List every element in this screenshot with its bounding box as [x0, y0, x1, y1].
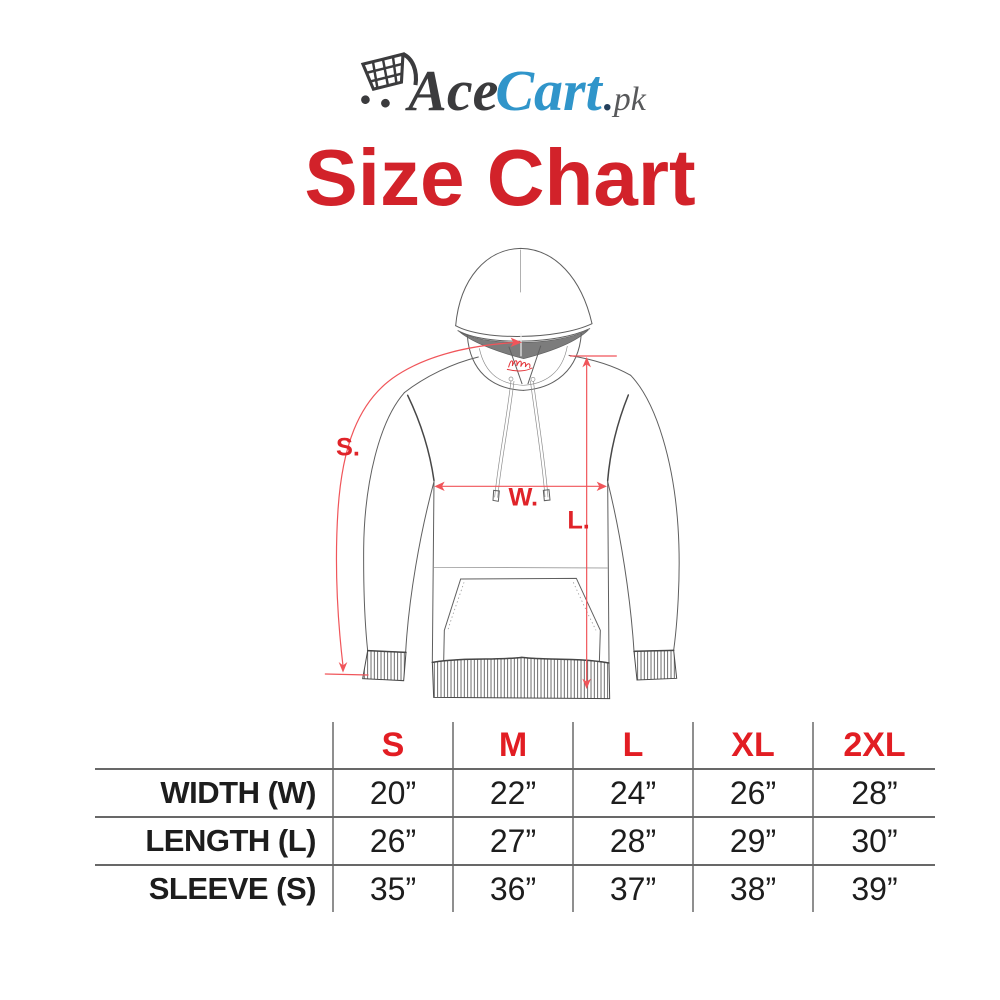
column-header-l: L — [572, 722, 693, 770]
width-m-cell: 22” — [452, 769, 573, 818]
hood — [455, 247, 593, 360]
sleeve-2xl-cell: 39” — [812, 865, 935, 912]
hoodie-body-outline — [363, 354, 680, 664]
drawstrings — [492, 380, 551, 502]
table-row-sleeve: SLEEVE (S) 35” 36” 37” 38” 39” — [95, 865, 935, 912]
sleeve-measure-label: S. — [336, 434, 360, 462]
width-l-cell: 24” — [572, 769, 693, 818]
length-m-cell: 27” — [452, 817, 573, 866]
sleeve-xl-cell: 38” — [692, 865, 813, 912]
brand-logo: Ace Cart. pk — [0, 40, 1000, 120]
row-label-length: LENGTH (L) — [95, 817, 333, 866]
length-measure-label: L. — [567, 506, 590, 534]
brand-wordmark: Ace Cart. pk — [408, 62, 646, 120]
table-row-width: WIDTH (W) 20” 22” 24” 26” 28” — [95, 769, 935, 818]
column-header-s: S — [332, 722, 453, 770]
column-header-xl: XL — [692, 722, 813, 770]
table-row-length: LENGTH (L) 26” 27” 28” 29” 30” — [95, 817, 935, 866]
sleeve-m-cell: 36” — [452, 865, 573, 912]
width-s-cell: 20” — [332, 769, 453, 818]
brand-name-cart: Cart — [495, 58, 602, 123]
shopping-cart-icon — [360, 52, 419, 108]
length-s-cell: 26” — [332, 817, 453, 866]
size-table: S M L XL 2XL WIDTH (W) 20” 22” 24” 26” 2… — [95, 722, 935, 912]
length-l-cell: 28” — [572, 817, 693, 866]
width-xl-cell: 26” — [692, 769, 813, 818]
brand-dot: . — [603, 74, 614, 119]
length-2xl-cell: 30” — [812, 817, 935, 866]
size-table-header-row: S M L XL 2XL — [95, 722, 935, 770]
sleeve-l-cell: 37” — [572, 865, 693, 912]
width-measure-label: W. — [509, 484, 539, 512]
ribbed-hem-and-cuffs — [362, 649, 678, 700]
row-label-sleeve: SLEEVE (S) — [148, 871, 317, 906]
collar-script-mark — [506, 360, 533, 372]
column-header-2xl: 2XL — [812, 722, 935, 770]
sleeve-s-cell: 35” — [332, 865, 453, 912]
brand-name-ace: Ace — [408, 58, 499, 123]
corner-cell — [95, 722, 333, 770]
page-title: Size Chart — [304, 133, 696, 222]
row-label-width: WIDTH (W) — [95, 769, 333, 818]
kangaroo-pocket — [443, 577, 601, 664]
brand-tld: pk — [613, 81, 646, 118]
length-measurement-line: L. — [567, 355, 617, 689]
width-2xl-cell: 28” — [812, 769, 935, 818]
hoodie-measurement-diagram: S. W. L. — [324, 247, 680, 700]
width-measurement-line: W. — [434, 481, 607, 512]
length-xl-cell: 29” — [692, 817, 813, 866]
sleeve-measurement-line: S. — [324, 337, 522, 676]
column-header-m: M — [452, 722, 573, 770]
collar — [466, 333, 582, 391]
